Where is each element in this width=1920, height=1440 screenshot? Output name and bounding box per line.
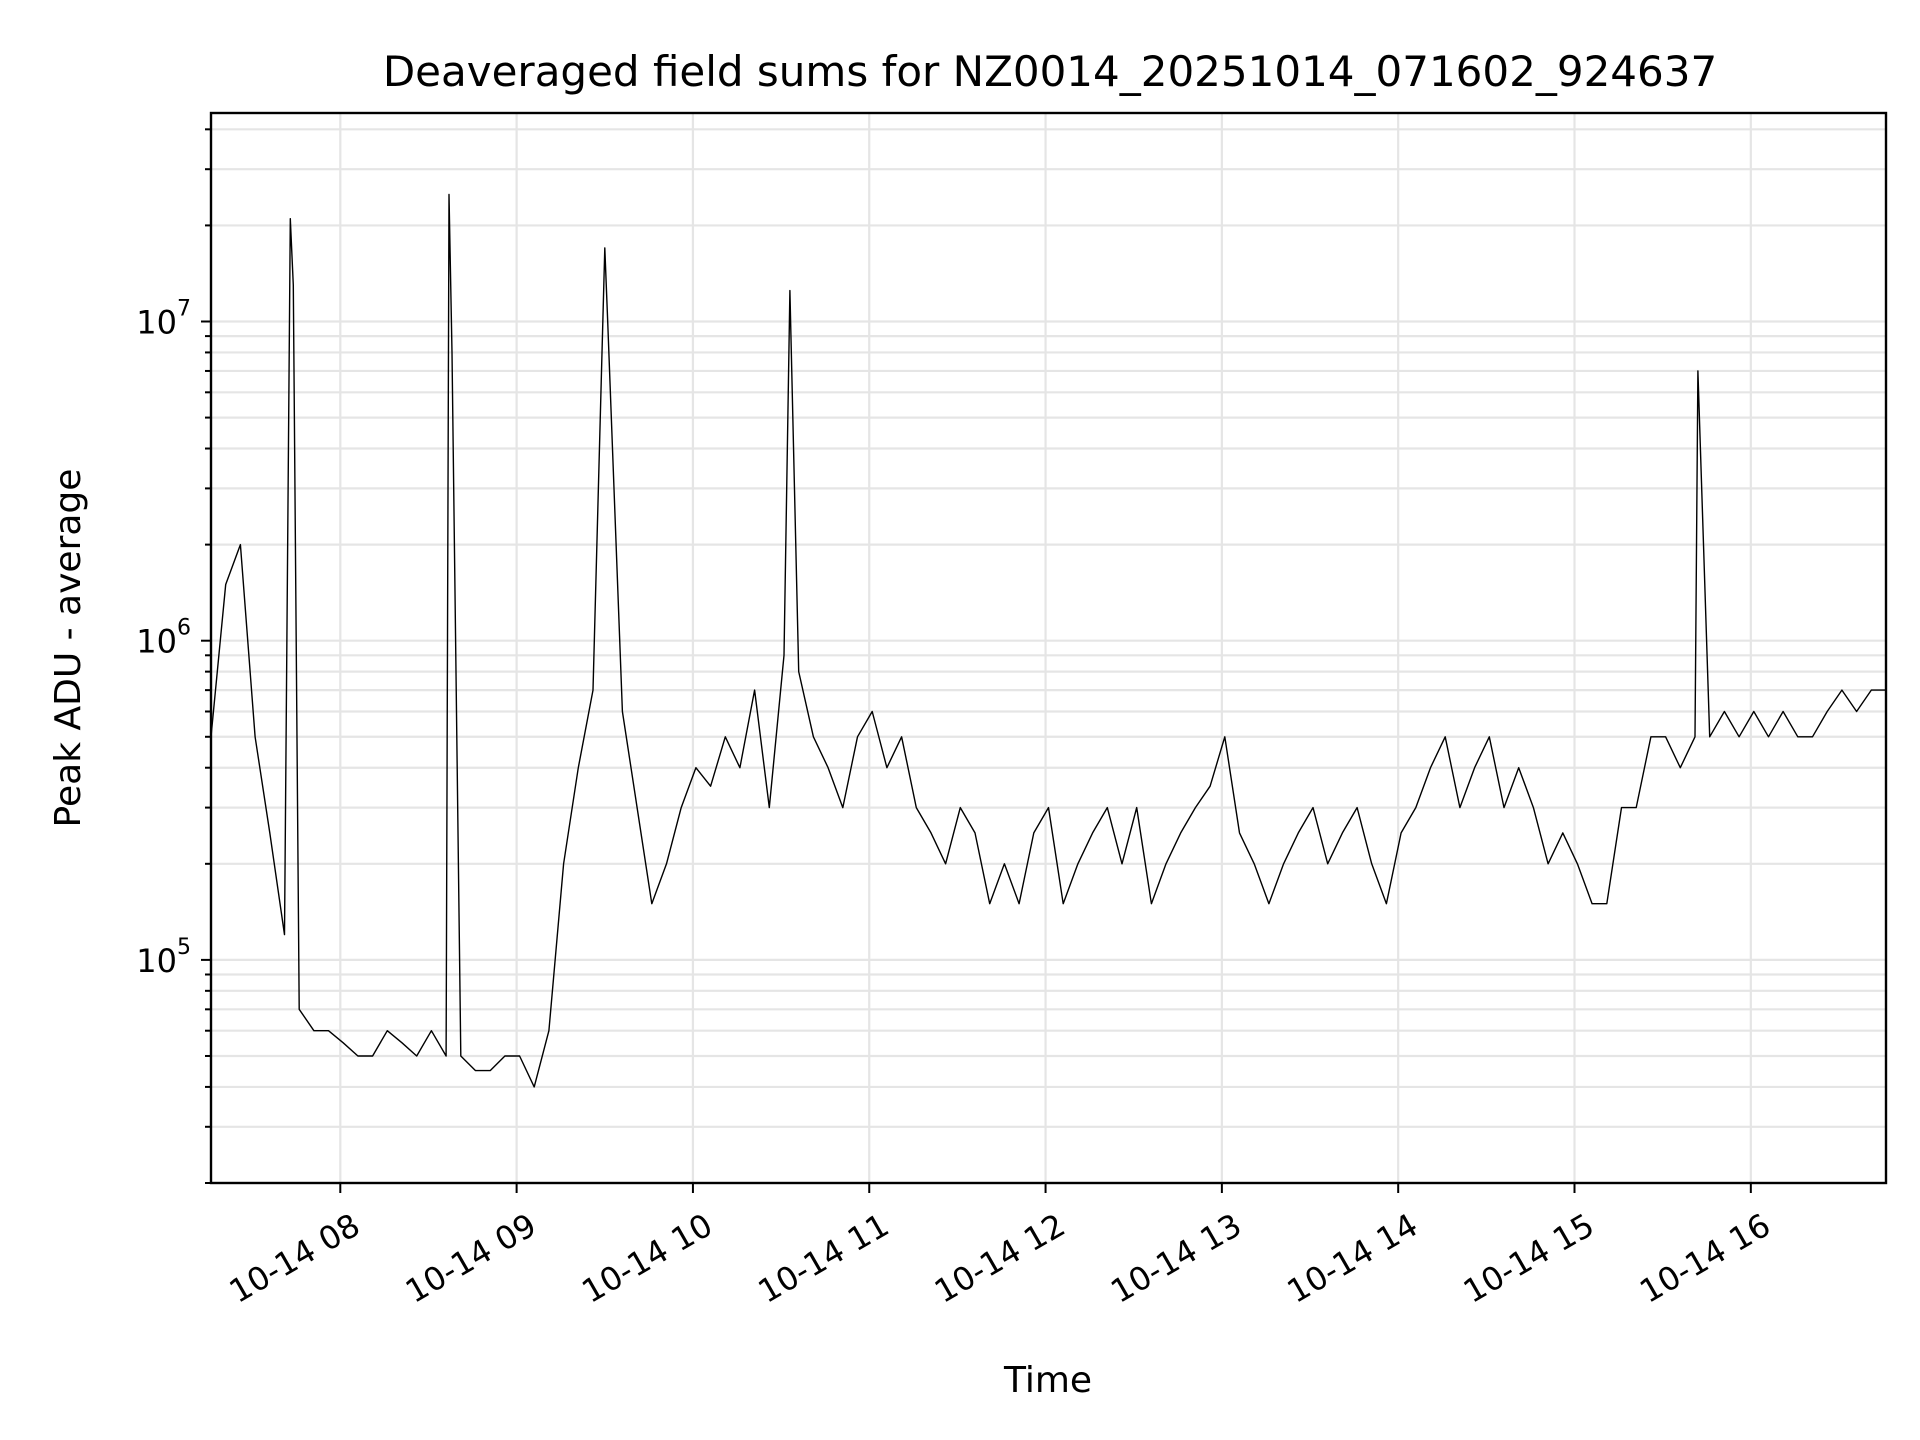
x-tick-label: 10-14 09 (399, 1206, 543, 1311)
series-line (210, 193, 1886, 1088)
x-axis: 10-14 08 10-14 09 10-14 10 10-14 11 10-14 12… (223, 1183, 1777, 1311)
y-tick-label: 106 (136, 616, 191, 661)
grid (201, 113, 1886, 1185)
x-tick-label: 10-14 12 (928, 1206, 1072, 1311)
x-tick-label: 10-14 10 (575, 1206, 719, 1311)
x-tick-label: 10-14 14 (1281, 1206, 1425, 1311)
plot-frame (209, 111, 1888, 1185)
x-tick-label: 10-14 08 (223, 1206, 367, 1311)
x-axis-label: Time (1003, 1360, 1092, 1401)
x-tick-label: 10-14 16 (1633, 1206, 1777, 1311)
x-tick-label: 10-14 11 (752, 1206, 896, 1311)
y-axis-label: Peak ADU - average (48, 469, 89, 828)
x-tick-label: 10-14 15 (1457, 1206, 1601, 1311)
y-tick-label: 105 (136, 935, 191, 980)
x-tick-label: 10-14 13 (1104, 1206, 1248, 1311)
y-tick-label: 107 (136, 297, 191, 342)
chart-title: Deaveraged field sums for NZ0014_2025101… (383, 47, 1717, 96)
y-axis: 105 106 107 (136, 297, 191, 980)
